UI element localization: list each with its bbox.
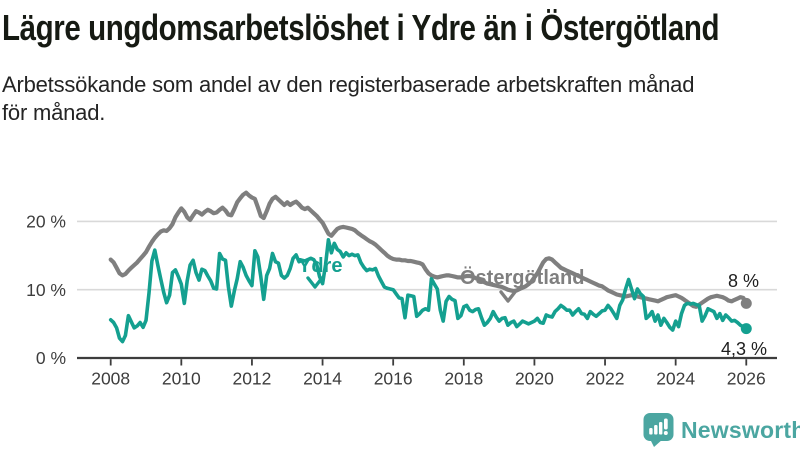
y-axis-tick-label: 10 %: [26, 280, 66, 300]
series-end-dot: [740, 297, 752, 309]
subtitle-line-1: Arbetssökande som andel av den registerb…: [2, 72, 695, 97]
x-axis-tick-label: 2012: [232, 369, 271, 389]
brand-name: Newsworthy: [681, 417, 800, 443]
x-axis-tick-label: 2022: [586, 369, 625, 389]
series-end-value-label: 8 %: [728, 271, 759, 291]
chart-subtitle: Arbetssökande som andel av den registerb…: [2, 71, 694, 127]
x-axis-tick-label: 2024: [656, 369, 695, 389]
x-axis-tick-label: 2020: [515, 369, 554, 389]
page-title: Lägre ungdomsarbetslöshet i Ydre än i Ös…: [2, 7, 720, 48]
x-axis-tick-label: 2014: [303, 369, 342, 389]
series-line-ydre: [108, 238, 749, 344]
subtitle-line-2: för månad.: [2, 100, 106, 125]
series-label-pointer-icon: [499, 290, 517, 303]
x-axis-tick-label: 2008: [91, 369, 130, 389]
y-axis-tick-label: 20 %: [26, 212, 66, 232]
series-end-value-label: 4,3 %: [721, 339, 767, 359]
series-end-dot: [740, 323, 752, 335]
x-axis-tick-label: 2010: [162, 369, 201, 389]
y-axis-tick-label: 0 %: [36, 348, 66, 368]
x-axis-tick-label: 2018: [444, 369, 483, 389]
x-axis-tick-label: 2016: [374, 369, 413, 389]
x-axis-tick-label: 2026: [727, 369, 766, 389]
newsworthy-logo-icon: [643, 413, 674, 447]
series-line-ostergotland: [108, 190, 749, 309]
